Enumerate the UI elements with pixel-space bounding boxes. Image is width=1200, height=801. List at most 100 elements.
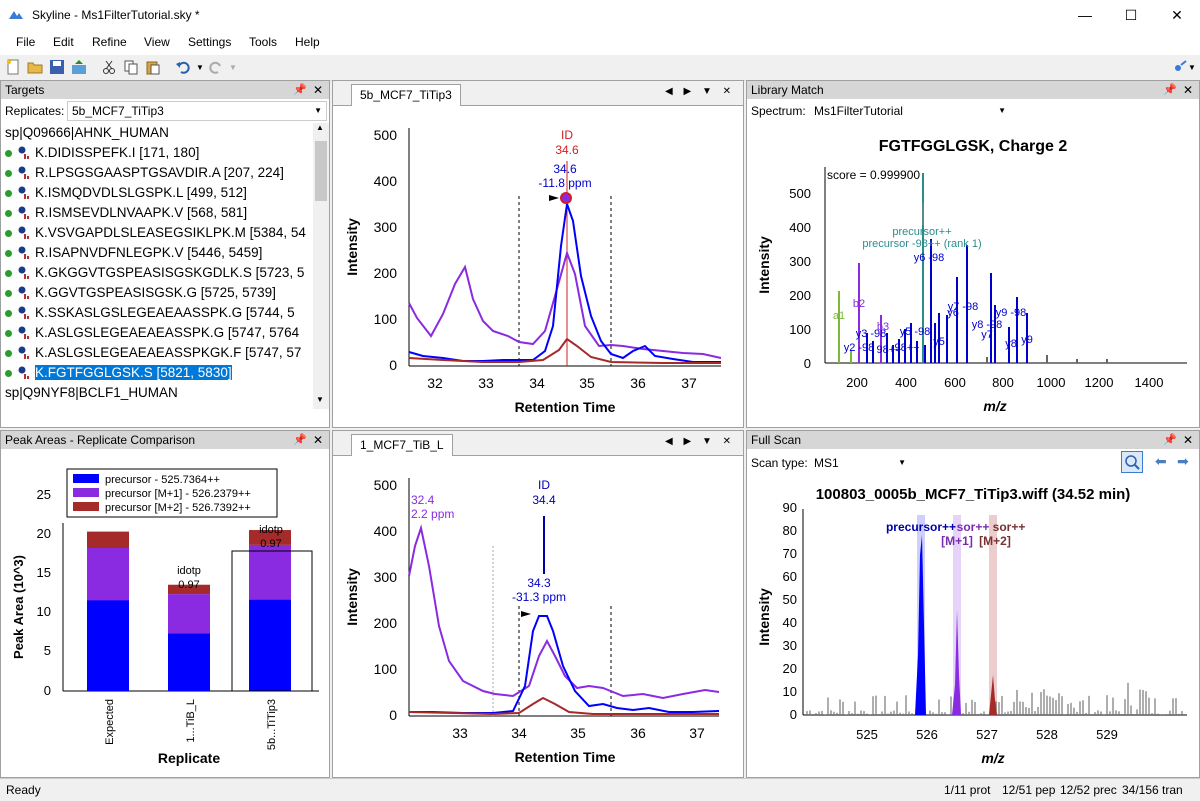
status-dot-icon (5, 249, 12, 257)
paste-icon[interactable] (145, 59, 161, 75)
undo-dropdown-icon[interactable]: ▼ (196, 63, 204, 72)
peak-label: y7 (981, 329, 993, 341)
chrom-top-chart[interactable]: 0 100 200 300 400 500 32 33 34 35 36 37 … (333, 106, 743, 427)
redo-dropdown-icon[interactable]: ▼ (229, 63, 237, 72)
scroll-down-icon[interactable]: ▼ (316, 395, 324, 404)
tick-label: 30 (783, 638, 797, 653)
peptide-node[interactable]: K.ASLGSLEGEAEAEASSPK.G [5747, 5764 (5, 323, 299, 343)
peptide-node[interactable]: R.ISMSEVDLNVAAPK.V [568, 581] (5, 203, 247, 223)
replicates-combo[interactable]: 5b_MCF7_TiTip3 ▼ (67, 101, 327, 121)
bar-segment[interactable] (168, 594, 210, 634)
publish-icon[interactable] (71, 59, 87, 75)
peptide-node[interactable]: K.VSVGAPDLSLEASEGSIKLPK.M [5384, 54 (5, 223, 306, 243)
integrate-icon[interactable] (1172, 59, 1188, 75)
tick-label: 36 (630, 375, 646, 391)
bar-segment[interactable] (249, 599, 291, 691)
spectrum-combo[interactable]: Ms1FilterTutorial ▼ (809, 101, 1011, 121)
left-peak-ppm: 2.2 ppm (411, 507, 454, 521)
bar-segment[interactable] (249, 530, 291, 545)
replicates-value: 5b_MCF7_TiTip3 (72, 104, 164, 118)
tick-label: 37 (681, 375, 697, 391)
scan-type-combo[interactable]: MS1 ▼ (809, 453, 911, 473)
targets-header: Targets 📌 ✕ (1, 81, 329, 99)
maximize-button[interactable]: ☐ (1124, 7, 1138, 23)
peptide-label: K.ASLGSLEGEAEAEASSPKGK.F [5747, 57 (35, 345, 302, 360)
scrollbar-thumb[interactable] (315, 141, 327, 201)
peak-label: y3 -98 (856, 328, 887, 340)
copy-icon[interactable] (123, 59, 139, 75)
protein-node[interactable]: sp|Q09666|AHNK_HUMAN (5, 125, 169, 140)
chrom-bottom-chart[interactable]: 0 100 200 300 400 500 33 34 35 36 37 ID … (333, 456, 743, 777)
close-panel-icon[interactable]: ✕ (1182, 433, 1193, 447)
full-scan-chart[interactable]: 100803_0005b_MCF7_TiTip3.wiff (34.52 min… (747, 475, 1199, 777)
category-label: 5b...TiTip3 (266, 699, 278, 750)
bar-segment[interactable] (87, 531, 129, 549)
undo-icon[interactable] (175, 59, 191, 75)
close-panel-icon[interactable]: ✕ (1182, 83, 1193, 97)
prev-scan-icon[interactable]: ⬅ (1155, 453, 1167, 469)
bar-segment[interactable] (87, 600, 129, 691)
close-panel-icon[interactable]: ✕ (312, 83, 323, 97)
library-match-title: Library Match (751, 83, 824, 97)
peptide-node[interactable]: R.ISAPNVDFNLEGPK.V [5446, 5459] (5, 243, 262, 263)
tab-1-mcf7-tib-l[interactable]: 1_MCF7_TiB_L (351, 434, 453, 456)
tick-label: 34 (511, 725, 527, 741)
menu-view[interactable]: View (144, 35, 170, 49)
tab-controls-icon[interactable]: ◀ ▶ ▼ ✕ (665, 86, 735, 97)
pin-icon[interactable]: 📌 (293, 84, 307, 96)
peptide-node[interactable]: K.GKGGVTGSPEASISGSKGDLK.S [5723, 5 (5, 263, 304, 283)
bar-segment[interactable] (168, 633, 210, 691)
peptide-node[interactable]: K.SSKASLGSLEGEAEAASSPK.G [5744, 5 (5, 303, 295, 323)
integrate-dropdown-icon[interactable]: ▼ (1188, 63, 1196, 72)
tab-controls-icon[interactable]: ◀ ▶ ▼ ✕ (665, 436, 735, 447)
bar-segment[interactable] (168, 584, 210, 595)
close-panel-icon[interactable]: ✕ (312, 433, 323, 447)
chromatogram-top-panel: 5b_MCF7_TiTip3 ◀ ▶ ▼ ✕ 0 100 200 300 400… (332, 80, 744, 428)
peptide-label: K.FGTFGGLGSK.S [5821, 5830] (34, 364, 233, 381)
open-folder-icon[interactable] (27, 59, 43, 75)
bar-segment[interactable] (87, 548, 129, 601)
bar-segment[interactable] (249, 544, 291, 600)
menu-tools[interactable]: Tools (249, 35, 278, 49)
close-button[interactable]: ✕ (1171, 7, 1183, 23)
zoom-button[interactable] (1121, 451, 1143, 473)
save-icon[interactable] (49, 59, 65, 75)
tick-label: 15 (37, 565, 51, 580)
new-document-icon[interactable] (5, 59, 21, 75)
pin-icon[interactable]: 📌 (293, 434, 307, 446)
tick-label: 529 (1096, 727, 1118, 742)
series-line-m0 (409, 615, 720, 714)
cut-icon[interactable] (101, 59, 117, 75)
peptide-node[interactable]: K.GGVTGSPEASISGSK.G [5725, 5739] (5, 283, 276, 303)
tick-label: 33 (452, 725, 468, 741)
peak-areas-header: Peak Areas - Replicate Comparison 📌 ✕ (1, 431, 329, 449)
menu-help[interactable]: Help (295, 35, 320, 49)
protein-node[interactable]: sp|Q9NYF8|BCLF1_HUMAN (5, 385, 178, 400)
minimize-button[interactable]: — (1078, 7, 1092, 23)
menu-file[interactable]: File (16, 35, 36, 49)
menu-refine[interactable]: Refine (92, 35, 127, 49)
peptide-node[interactable]: R.LPSGSGAASPTGSAVDIR.A [207, 224] (5, 163, 284, 183)
next-scan-icon[interactable]: ➡ (1177, 453, 1189, 469)
peptide-node[interactable]: K.FGTFGGLGSK.S [5821, 5830] (5, 363, 233, 383)
status-dot-icon (5, 189, 12, 197)
legend-entry: precursor [M+2] - 526.7392++ (105, 502, 251, 514)
menu-edit[interactable]: Edit (53, 35, 74, 49)
x-axis-title: m/z (983, 398, 1006, 414)
score-label: score = 0.999900 (827, 168, 920, 182)
pin-icon[interactable]: 📌 (1163, 434, 1177, 446)
peptide-node[interactable]: K.DIDISSPEFK.I [171, 180] (5, 143, 199, 163)
tree-scrollbar[interactable]: ▲ ▼ (313, 123, 329, 409)
peak-label: y9 (1021, 334, 1033, 346)
pin-icon[interactable]: 📌 (1163, 84, 1177, 96)
skyline-app-icon (9, 11, 23, 19)
redo-icon[interactable] (208, 59, 224, 75)
peak-areas-chart[interactable]: precursor - 525.7364++ precursor [M+1] -… (1, 449, 329, 777)
library-spectrum-chart[interactable]: FGTFGGLGSK, Charge 2 score = 0.999900 0 … (747, 123, 1199, 427)
tick-label: 100 (374, 311, 398, 327)
menu-settings[interactable]: Settings (188, 35, 232, 49)
peptide-node[interactable]: K.ISMQDVDLSLGSPK.L [499, 512] (5, 183, 247, 203)
peptide-node[interactable]: K.ASLGSLEGEAEAEASSPKGK.F [5747, 57 (5, 343, 301, 363)
scroll-up-icon[interactable]: ▲ (316, 123, 324, 132)
tab-5b-mcf7-titip3[interactable]: 5b_MCF7_TiTip3 (351, 84, 461, 106)
